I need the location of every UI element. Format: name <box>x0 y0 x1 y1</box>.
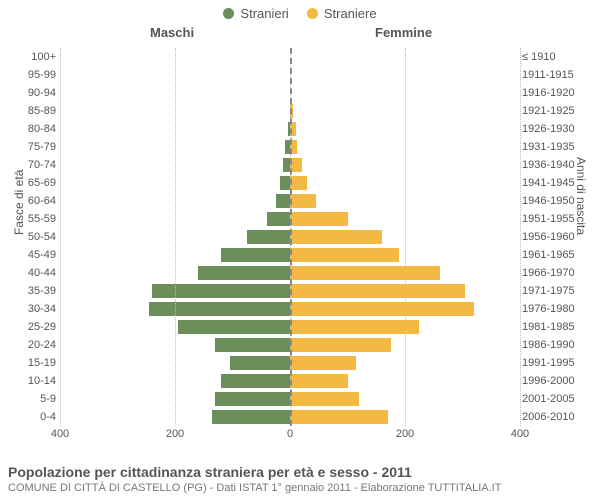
birth-year-label: 1996-2000 <box>522 372 596 390</box>
bar-male <box>280 176 290 190</box>
grid-line <box>405 48 406 426</box>
birth-year-label: 1986-1990 <box>522 336 596 354</box>
x-tick: 200 <box>396 428 414 440</box>
birth-year-label: 1911-1915 <box>522 66 596 84</box>
bar-female <box>290 284 465 298</box>
bar-female <box>290 356 356 370</box>
bar-male <box>247 230 290 244</box>
header-female: Femmine <box>375 25 432 40</box>
bar-female <box>290 176 307 190</box>
bar-male <box>230 356 290 370</box>
age-label: 55-59 <box>0 210 56 228</box>
x-tick: 400 <box>51 428 69 440</box>
bar-female <box>290 230 382 244</box>
bar-female <box>290 266 440 280</box>
bar-female <box>290 338 391 352</box>
population-pyramid-chart: Stranieri Straniere Maschi Femmine 100+9… <box>0 0 600 500</box>
y-axis-title-right: Anni di nascita <box>574 157 588 235</box>
chart-footer: Popolazione per cittadinanza straniera p… <box>8 464 592 494</box>
bar-male <box>178 320 290 334</box>
bar-female <box>290 410 388 424</box>
age-label: 65-69 <box>0 174 56 192</box>
y-axis-title-left: Fasce di età <box>12 170 26 235</box>
bar-male <box>215 338 290 352</box>
age-label: 60-64 <box>0 192 56 210</box>
bar-male <box>152 284 290 298</box>
grid-line <box>175 48 176 426</box>
bar-female <box>290 320 419 334</box>
birth-year-label: 2001-2005 <box>522 390 596 408</box>
x-tick: 200 <box>166 428 184 440</box>
age-label: 15-19 <box>0 354 56 372</box>
legend-swatch-female <box>307 8 318 19</box>
birth-year-label: ≤ 1910 <box>522 48 596 66</box>
x-tick: 400 <box>511 428 529 440</box>
age-label: 75-79 <box>0 138 56 156</box>
bar-female <box>290 248 399 262</box>
age-group-labels: 100+95-9990-9485-8980-8475-7970-7465-696… <box>0 48 56 426</box>
chart-subtitle: COMUNE DI CITTÀ DI CASTELLO (PG) - Dati … <box>8 482 592 494</box>
age-label: 40-44 <box>0 264 56 282</box>
column-headers: Maschi Femmine <box>0 25 600 43</box>
chart-title: Popolazione per cittadinanza straniera p… <box>8 464 592 480</box>
birth-year-label: 1916-1920 <box>522 84 596 102</box>
legend-swatch-male <box>223 8 234 19</box>
bar-female <box>290 212 348 226</box>
grid-line <box>60 48 61 426</box>
age-label: 100+ <box>0 48 56 66</box>
birth-year-label: 1981-1985 <box>522 318 596 336</box>
age-label: 35-39 <box>0 282 56 300</box>
bar-female <box>290 302 474 316</box>
bar-male <box>149 302 290 316</box>
bar-male <box>267 212 290 226</box>
age-label: 95-99 <box>0 66 56 84</box>
bar-male <box>212 410 290 424</box>
age-label: 20-24 <box>0 336 56 354</box>
age-label: 80-84 <box>0 120 56 138</box>
bar-male <box>198 266 290 280</box>
legend-item-male: Stranieri <box>223 6 288 21</box>
legend: Stranieri Straniere <box>0 0 600 21</box>
age-label: 10-14 <box>0 372 56 390</box>
bar-female <box>290 194 316 208</box>
birth-year-label: 1991-1995 <box>522 354 596 372</box>
plot-area <box>60 48 520 426</box>
legend-label-female: Straniere <box>324 6 377 21</box>
bar-female <box>290 392 359 406</box>
age-label: 50-54 <box>0 228 56 246</box>
header-male: Maschi <box>150 25 194 40</box>
birth-year-label: 1976-1980 <box>522 300 596 318</box>
bar-female <box>290 374 348 388</box>
birth-year-label: 1926-1930 <box>522 120 596 138</box>
age-label: 70-74 <box>0 156 56 174</box>
birth-year-label: 1971-1975 <box>522 282 596 300</box>
grid-line <box>520 48 521 426</box>
birth-year-label: 1961-1965 <box>522 246 596 264</box>
age-label: 25-29 <box>0 318 56 336</box>
birth-year-label: 1931-1935 <box>522 138 596 156</box>
bar-male <box>283 158 290 172</box>
x-axis: 4002000200400 <box>60 428 520 444</box>
birth-year-labels: ≤ 19101911-19151916-19201921-19251926-19… <box>522 48 596 426</box>
birth-year-label: 1921-1925 <box>522 102 596 120</box>
age-label: 90-94 <box>0 84 56 102</box>
bar-male <box>215 392 290 406</box>
bar-male <box>221 374 290 388</box>
legend-label-male: Stranieri <box>240 6 288 21</box>
age-label: 30-34 <box>0 300 56 318</box>
birth-year-label: 1966-1970 <box>522 264 596 282</box>
bar-male <box>221 248 290 262</box>
center-line <box>290 48 292 426</box>
x-tick: 0 <box>287 428 293 440</box>
age-label: 85-89 <box>0 102 56 120</box>
age-label: 0-4 <box>0 408 56 426</box>
age-label: 45-49 <box>0 246 56 264</box>
birth-year-label: 2006-2010 <box>522 408 596 426</box>
bar-male <box>276 194 290 208</box>
legend-item-female: Straniere <box>307 6 377 21</box>
age-label: 5-9 <box>0 390 56 408</box>
